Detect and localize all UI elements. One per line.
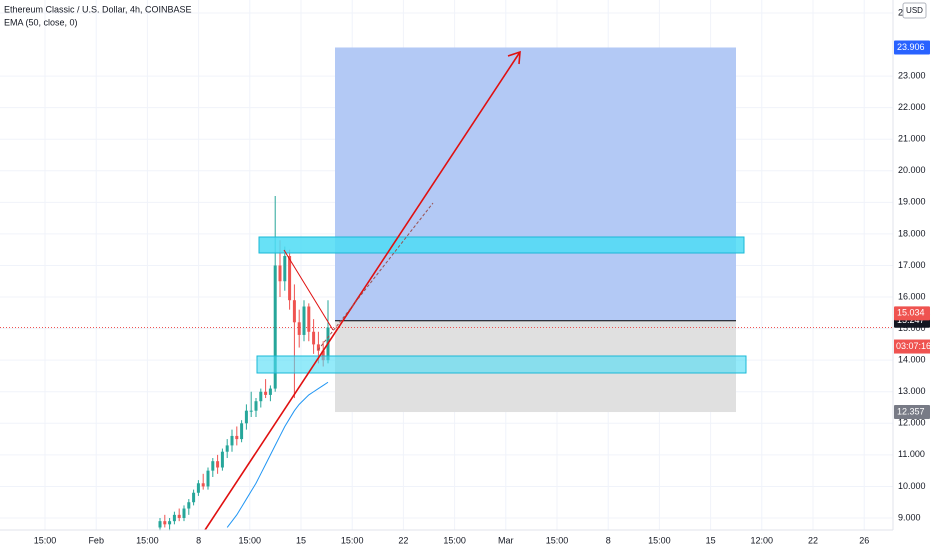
candle-body — [264, 391, 268, 395]
x-tick-label: Mar — [498, 535, 514, 545]
candle-body — [273, 265, 277, 389]
candle-body — [168, 521, 172, 525]
candle-body — [182, 508, 186, 519]
x-tick-label: 22 — [398, 535, 408, 545]
candle-body — [307, 306, 311, 332]
background — [0, 0, 893, 530]
candle-body — [158, 521, 162, 528]
y-tick-label: 22.000 — [898, 102, 926, 112]
y-tick-label: 20.000 — [898, 165, 926, 175]
x-tick-label: 15:00 — [239, 535, 262, 545]
trend-arrow — [204, 51, 521, 531]
x-tick-label: Feb — [88, 535, 104, 545]
countdown-bg — [894, 339, 930, 354]
x-tick-label: 22 — [808, 535, 818, 545]
target-price-label: 23.906 — [897, 42, 925, 52]
candle-body — [177, 514, 181, 519]
x-tick-label: 15:00 — [443, 535, 466, 545]
x-tick-label: 12:00 — [751, 535, 774, 545]
x-tick-label: 15:00 — [546, 535, 569, 545]
last-price-label: 15.034 — [897, 308, 925, 318]
y-tick-label: 9.000 — [898, 512, 921, 522]
candle-body — [312, 331, 316, 345]
x-tick-label: 15 — [296, 535, 306, 545]
candle-body — [249, 410, 253, 412]
x-tick-label: 15:00 — [34, 535, 57, 545]
candle-body — [220, 451, 224, 468]
drawings — [204, 50, 747, 531]
candle-body — [244, 410, 248, 424]
candle-body — [240, 423, 244, 440]
x-tick-label: 8 — [196, 535, 201, 545]
x-tick-label: 8 — [606, 535, 611, 545]
candle-body — [292, 300, 296, 323]
candle-body — [206, 470, 210, 487]
y-tick-label: 19.000 — [898, 197, 926, 207]
indicator-label: EMA (50, close, 0) — [4, 17, 78, 27]
y-tick-label: 14.000 — [898, 355, 926, 365]
countdown-label: 03:07:16 — [896, 341, 931, 351]
candle-body — [278, 265, 282, 282]
candle-body — [235, 435, 239, 440]
stop-price-label-bg — [894, 405, 930, 420]
candle-body — [283, 256, 287, 282]
chart-title: Ethereum Classic / U.S. Dollar, 4h, COIN… — [4, 4, 192, 14]
candle-body — [211, 461, 215, 471]
candle-body — [225, 445, 229, 452]
y-tick-label: 10.000 — [898, 481, 926, 491]
target-price-label-bg — [894, 40, 930, 55]
currency-badge[interactable] — [902, 2, 927, 19]
y-tick-label: 16.000 — [898, 291, 926, 301]
x-tick-label: 26 — [859, 535, 869, 545]
candle-body — [216, 461, 220, 468]
x-tick-label: 15:00 — [136, 535, 159, 545]
x-tick-label: 15:00 — [648, 535, 671, 545]
y-tick-label: 13.000 — [898, 386, 926, 396]
y-tick-label: 23.000 — [898, 70, 926, 80]
projection-line — [317, 202, 434, 351]
support-zone — [256, 355, 747, 374]
candle-body — [196, 483, 200, 493]
candle-body — [172, 514, 176, 522]
last-price-label-bg — [894, 306, 930, 321]
target-zone — [335, 47, 736, 321]
candle-body — [321, 350, 325, 361]
y-tick-label: 18.000 — [898, 228, 926, 238]
candle-body — [230, 435, 234, 446]
x-tick-label: 15 — [706, 535, 716, 545]
y-tick-label: 11.000 — [898, 449, 925, 459]
y-tick-label: 12.000 — [898, 418, 926, 428]
arrow-head — [507, 50, 521, 65]
candle-body — [163, 521, 167, 525]
y-tick-label: 15.000 — [898, 323, 926, 333]
stop-price-label: 12.357 — [897, 406, 925, 416]
candle-body — [302, 306, 306, 335]
candle-body — [259, 391, 263, 402]
resistance-zone — [258, 236, 745, 254]
candle-body — [288, 256, 292, 301]
triangle-upper — [283, 249, 334, 331]
y-tick-label: 21.000 — [898, 134, 926, 144]
currency-label[interactable]: USD — [906, 6, 923, 15]
candle-body — [268, 388, 272, 395]
x-tick-label: 15:00 — [341, 535, 364, 545]
y-tick-label: 17.000 — [898, 260, 926, 270]
candle-body — [297, 322, 301, 335]
candle-body — [201, 483, 205, 487]
candle-body — [187, 502, 191, 509]
candle-body — [316, 344, 320, 351]
candle-body — [192, 492, 196, 503]
ema-line — [226, 381, 329, 528]
candle-body — [254, 401, 258, 411]
